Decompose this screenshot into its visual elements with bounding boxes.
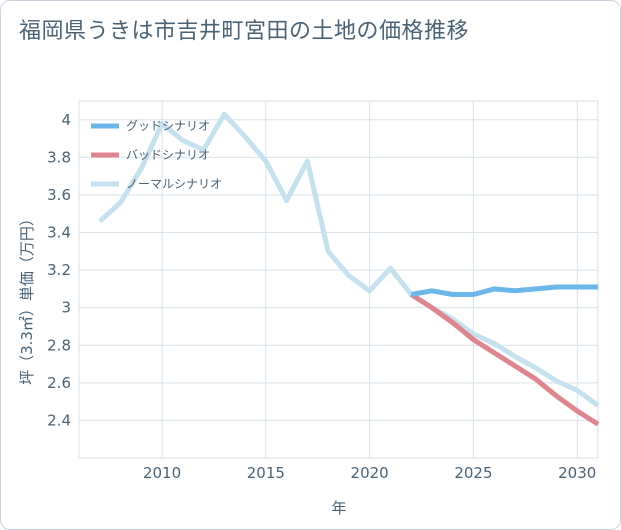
x-tick-label: 2010 <box>143 464 181 482</box>
series-lines <box>98 111 600 427</box>
y-tick-label: 3 <box>61 299 71 317</box>
y-axis-title: 坪（3.3㎡）単価（万円） <box>18 211 36 385</box>
series-line-1 <box>409 292 600 427</box>
grid <box>78 100 599 459</box>
x-tick-labels: 2010 2015 2020 2025 2030 <box>143 464 596 482</box>
series-line-2 <box>98 111 600 408</box>
x-tick-label: 2015 <box>247 464 285 482</box>
y-tick-label: 2.4 <box>47 411 71 429</box>
chart-title: 福岡県うきは市吉井町宮田の土地の価格推移 <box>19 19 470 44</box>
plot-frame <box>78 100 599 459</box>
y-tick-label: 3.2 <box>47 261 71 279</box>
x-tick-label: 2025 <box>454 464 492 482</box>
y-tick-label: 3.6 <box>47 186 71 204</box>
legend-label: グッドシナリオ <box>126 119 210 133</box>
legend-label: バッドシナリオ <box>126 148 210 162</box>
series-line-0 <box>410 284 598 297</box>
y-tick-label: 4 <box>61 111 71 129</box>
x-axis-title: 年 <box>331 499 346 517</box>
y-tick-label: 3.4 <box>47 224 71 242</box>
x-tick-label: 2020 <box>351 464 389 482</box>
y-tick-label: 2.6 <box>47 374 71 392</box>
legend-label: ノーマルシナリオ <box>126 177 222 191</box>
y-tick-label: 2.8 <box>47 336 71 354</box>
x-tick-label: 2030 <box>558 464 596 482</box>
y-tick-label: 3.8 <box>47 148 71 166</box>
y-tick-labels: 2.4 2.6 2.8 3 3.2 3.4 3.6 3.8 4 <box>47 111 71 430</box>
